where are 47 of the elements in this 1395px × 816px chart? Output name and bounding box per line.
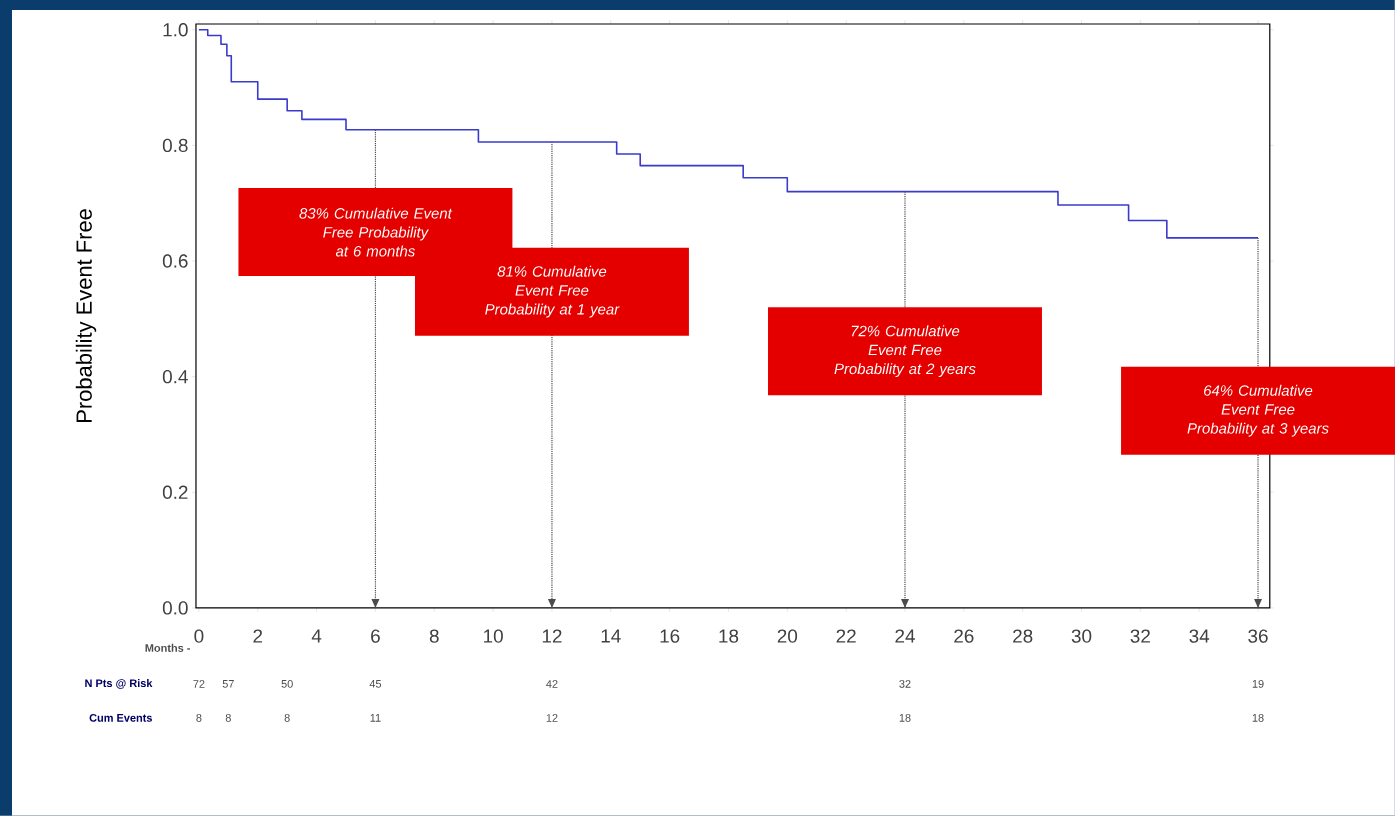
text: 45 (369, 680, 382, 688)
x-tick-label: 24 (895, 629, 915, 643)
text: 72 (193, 680, 205, 688)
x-tick-label: 30 (1071, 629, 1092, 643)
x-tick-label: 28 (1013, 629, 1033, 643)
text: 42 (546, 680, 558, 688)
text: 12 (546, 714, 558, 722)
x-tick-label: 10 (484, 629, 503, 643)
text: 18 (899, 714, 911, 722)
x-tick-label: 16 (660, 629, 680, 643)
y-axis-title: Probability Event Free (75, 209, 97, 422)
text: 8 (284, 714, 290, 722)
ref-line-label: 83% Cumulative Event Free Probability at 6 months (299, 207, 453, 257)
ref-line-label: 81% Cumulative Event Free Probability at 1 year (485, 265, 620, 318)
text: 32 (899, 680, 911, 688)
x-tick-label: 32 (1130, 629, 1150, 643)
x-tick-label: 2 (253, 629, 263, 643)
text: N Pts @ Risk (85, 679, 153, 689)
x-tick-label: 18 (719, 629, 739, 643)
y-tick-label: 0.0 (162, 601, 188, 615)
x-tick-label: 26 (954, 629, 974, 643)
x-tick-label: 8 (429, 629, 439, 643)
text: 11 (370, 714, 381, 722)
x-tick-label: 6 (371, 629, 380, 643)
text: Cum Events (89, 714, 152, 722)
x-tick-label: 22 (836, 629, 856, 643)
x-tick-label: 34 (1189, 629, 1210, 643)
x-tick-label: 14 (601, 629, 621, 643)
x-tick-label: 0 (194, 629, 204, 643)
x-axis-title: Months - (145, 643, 190, 652)
y-tick-label: 0.4 (162, 370, 188, 384)
x-tick-label: 12 (542, 629, 562, 643)
x-tick-label: 4 (311, 629, 322, 643)
text: 8 (196, 714, 202, 722)
x-tick-label: 20 (777, 629, 798, 643)
text: 18 (1252, 714, 1264, 722)
ref-line-label: 64% Cumulative Event Free Probability at 3 years (1187, 384, 1329, 437)
text: 19 (1252, 680, 1264, 688)
y-tick-label: 0.6 (162, 254, 188, 268)
y-tick-label: 0.2 (162, 485, 188, 500)
text: 50 (281, 680, 293, 688)
text: 57 (222, 680, 234, 688)
y-tick-label: 0.8 (162, 138, 188, 153)
x-tick-label: 36 (1248, 629, 1268, 643)
y-tick-label: 1.0 (163, 23, 188, 37)
ref-line-label: 72% Cumulative Event Free Probability at 2 years (834, 325, 976, 378)
text: 8 (225, 714, 231, 722)
